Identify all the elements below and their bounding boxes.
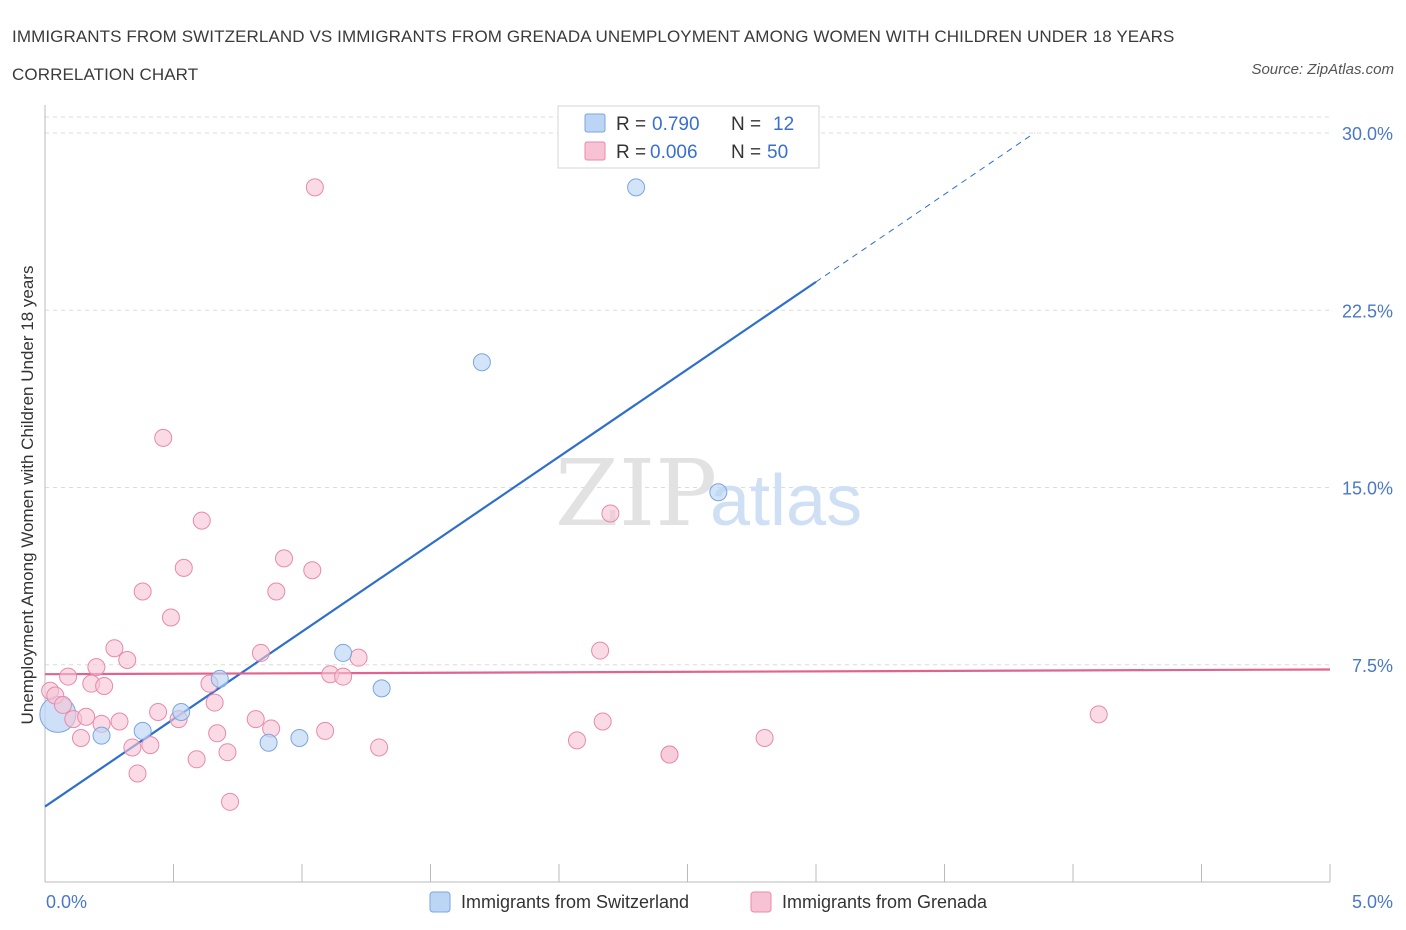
data-point-grenada [141,736,160,755]
data-point-grenada [133,582,152,601]
data-point-grenada [118,651,137,670]
data-point-switzerland [133,721,152,740]
data-point-grenada [208,724,227,743]
legend-r-label: R = [616,142,646,163]
data-point-grenada [1089,705,1108,724]
legend-swatch-switzerland [584,113,606,133]
grid-lines [45,116,1330,666]
data-point-grenada [105,639,124,658]
chart-title: IMMIGRANTS FROM SWITZERLAND VS IMMIGRANT… [12,27,1175,84]
data-point-grenada [59,667,78,686]
data-point-grenada [205,693,224,712]
trend-line-grenada [44,668,1331,676]
legend-n-label: N = [731,142,761,163]
data-point-grenada [161,608,180,627]
data-point-grenada [567,731,586,750]
data-point-grenada [187,750,206,769]
y-axis-label: Unemployment Among Women with Children U… [18,266,37,725]
data-point-grenada [316,721,335,740]
data-point-switzerland [627,178,646,197]
legend-swatch-grenada [584,141,606,161]
data-point-grenada [53,695,72,714]
y-tick-label: 7.5% [1352,656,1393,676]
data-point-switzerland [372,679,391,698]
data-point-switzerland [290,729,309,748]
data-point-grenada [334,667,353,686]
data-point-switzerland [172,703,191,722]
data-point-grenada [123,738,142,757]
data-point-switzerland [334,643,353,662]
data-point-grenada [87,658,106,677]
data-point-grenada [246,710,265,729]
data-point-grenada [149,703,168,722]
series-legend: Immigrants from Switzerland Immigrants f… [429,891,988,913]
data-point-grenada [154,428,173,447]
watermark: ZIP atlas [555,440,862,547]
data-point-grenada [174,558,193,577]
series-swatch-switzerland [429,891,451,913]
watermark-zip: ZIP [555,440,717,547]
series-label-grenada: Immigrants from Grenada [782,892,988,912]
data-point-grenada [303,561,322,580]
legend-r-value: 0.006 [650,142,698,163]
data-point-grenada [192,511,211,530]
data-point-grenada [591,641,610,660]
legend-r-label: R = [616,114,646,135]
legend-n-value: 50 [767,142,788,163]
legend-n-label: N = [731,114,761,135]
data-point-grenada [95,677,114,696]
data-point-grenada [593,712,612,731]
x-tick-label: 5.0% [1352,892,1393,912]
data-point-grenada [221,792,240,811]
data-point-grenada [275,549,294,568]
data-point-grenada [349,648,368,667]
data-point-switzerland [259,733,278,752]
data-point-grenada [601,504,620,523]
data-point-grenada [755,729,774,748]
data-point-grenada [305,178,324,197]
y-tick-label: 22.5% [1342,301,1393,321]
y-tick-label: 15.0% [1342,479,1393,499]
data-point-switzerland [92,726,111,745]
axes [44,105,1331,883]
series-swatch-grenada [750,891,772,913]
source-label: Source: ZipAtlas.com [1251,61,1394,78]
data-points [39,178,1108,811]
legend-n-value: 12 [773,114,794,135]
data-point-grenada [267,582,286,601]
data-point-switzerland [709,483,728,502]
data-point-grenada [660,745,679,764]
data-point-grenada [128,764,147,783]
series-label-switzerland: Immigrants from Switzerland [461,892,689,912]
data-point-grenada [77,707,96,726]
trend-line-switzerland-extension [815,132,1035,283]
tick-labels: 7.5% 15.0% 22.5% 30.0% 0.0% 5.0% [46,124,1393,912]
data-point-grenada [218,743,237,762]
data-point-switzerland [210,669,229,688]
data-point-grenada [110,712,129,731]
watermark-atlas: atlas [710,461,862,541]
data-point-grenada [71,729,90,748]
data-point-grenada [251,643,270,662]
x-tick-label: 0.0% [46,892,87,912]
data-point-grenada [370,738,389,757]
y-tick-label: 30.0% [1342,124,1393,144]
correlation-legend: R = 0.790 N = 12 R = 0.006 N = 50 [557,105,820,169]
legend-r-value: 0.790 [652,114,700,135]
data-point-switzerland [472,353,491,372]
